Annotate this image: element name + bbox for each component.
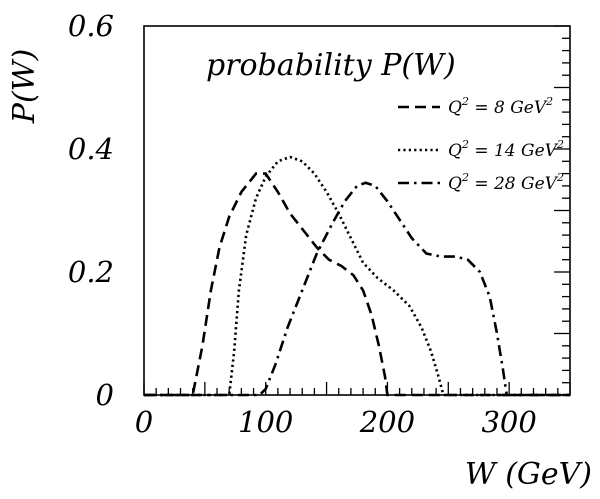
tick-labels: 0 100 200 300 0 0.2 0.4 0.6: [68, 9, 537, 439]
x-tick-label: 100: [238, 405, 293, 439]
chart-title: probability P(W): [206, 48, 456, 83]
y-tick-label: 0.6: [68, 9, 114, 43]
series-group: [144, 155, 570, 397]
y-tick-label: 0.4: [68, 132, 114, 166]
series-line-3: [144, 181, 570, 397]
series-line-1: [144, 172, 570, 397]
y-tick-label: 0.2: [68, 255, 114, 289]
legend-label-2: Q2 = 14 GeV2: [448, 138, 564, 161]
x-tick-label: 300: [481, 405, 536, 439]
legend-label-1: Q2 = 8 GeV2: [448, 95, 553, 118]
series-line-2: [144, 155, 570, 397]
legend-label-3: Q2 = 28 GeV2: [448, 171, 564, 194]
y-axis-label: P(W): [7, 49, 42, 124]
x-tick-label: 0: [135, 405, 153, 439]
y-tick-label: 0: [96, 378, 114, 412]
legend: Q2 = 8 GeV2 Q2 = 14 GeV2 Q2 = 28 GeV2: [398, 95, 564, 194]
x-axis-label: W (GeV): [465, 457, 592, 492]
axis-ticks: [143, 25, 571, 396]
x-tick-label: 200: [359, 405, 415, 439]
